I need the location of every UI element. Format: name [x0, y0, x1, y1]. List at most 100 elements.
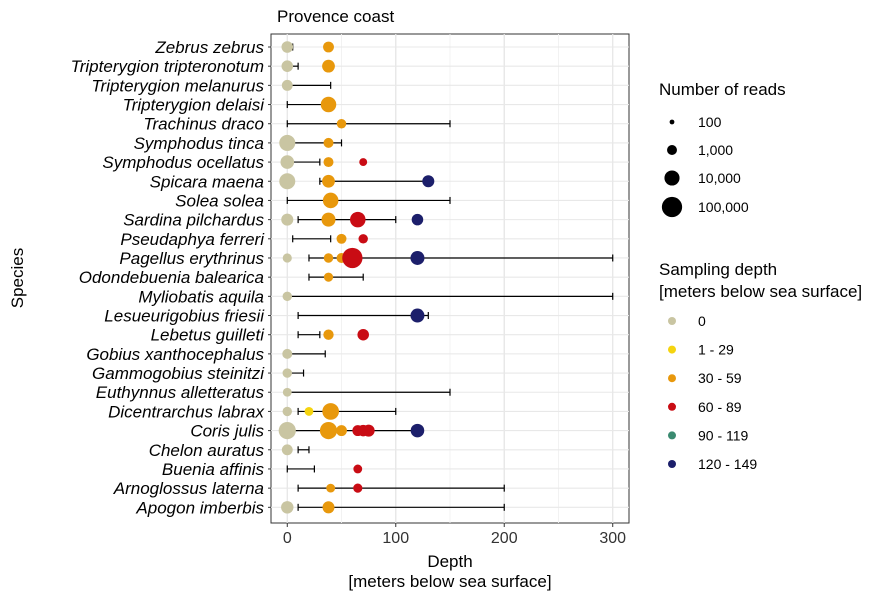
depth-range-bar — [286, 196, 451, 204]
depth-range-bar — [297, 446, 310, 454]
data-point — [322, 59, 335, 73]
species-label: Gobius xanthocephalus — [86, 345, 264, 364]
data-point — [411, 213, 424, 226]
species-label: Sardina pilchardus — [123, 211, 264, 230]
data-point — [279, 134, 296, 151]
species-label: Euthynnus alletteratus — [96, 383, 265, 402]
species-label: Symphodus ocellatus — [102, 153, 264, 172]
size-legend-title: Number of reads — [659, 80, 786, 99]
data-point — [281, 60, 294, 72]
data-point — [278, 422, 296, 440]
data-point — [281, 213, 294, 226]
data-point — [336, 118, 347, 129]
species-label: Tripterygion melanurus — [91, 76, 264, 95]
depth-range-bar — [297, 216, 397, 224]
color-legend-label: 60 - 89 — [698, 399, 742, 415]
species-label: Gammogobius steinitzi — [92, 364, 265, 383]
x-tick-label: 100 — [382, 530, 409, 547]
species-label: Lesueurigobius friesii — [104, 307, 265, 326]
x-tick-label: 0 — [283, 530, 292, 547]
data-point — [281, 444, 293, 456]
data-point — [323, 272, 334, 282]
data-point — [362, 424, 375, 437]
data-point — [281, 501, 294, 514]
species-label: Dicentrarchus labrax — [108, 402, 264, 421]
species-label: Tripterygion tripteronotum — [71, 57, 264, 76]
data-point — [323, 253, 334, 263]
data-point — [279, 173, 296, 190]
size-legend-label: 100 — [698, 114, 722, 130]
x-axis-sublabel: [meters below sea surface] — [348, 572, 551, 591]
data-point — [336, 233, 347, 244]
data-point — [353, 483, 363, 493]
color-legend-key — [668, 374, 676, 383]
color-legend: 0 1 - 29 30 - 59 60 - 89 90 - 119 120 - 149 — [668, 313, 757, 472]
data-point — [322, 501, 335, 514]
color-legend-label: 90 - 119 — [698, 427, 749, 443]
species-label: Zebrus zebrus — [154, 38, 264, 57]
data-point — [410, 423, 425, 438]
data-point — [282, 387, 292, 397]
data-point — [410, 250, 425, 265]
data-point — [323, 157, 334, 168]
species-label: Myliobatis aquila — [138, 287, 264, 306]
data-point — [282, 253, 292, 263]
species-label: Symphodus tinca — [134, 134, 264, 153]
x-tick-label: 300 — [599, 530, 626, 547]
color-legend-title-line2: [meters below sea surface] — [659, 282, 862, 301]
color-legend-label: 120 - 149 — [698, 456, 757, 472]
chart-title: Provence coast — [277, 7, 394, 26]
data-point — [322, 403, 340, 420]
depth-range-bar — [308, 273, 364, 281]
data-point — [319, 422, 338, 440]
depth-range-bar — [297, 312, 429, 320]
color-legend-key — [668, 345, 676, 354]
species-label: Tripterygion delaisi — [123, 96, 266, 115]
species-label: Spicara maena — [150, 172, 264, 191]
species-label: Solea solea — [175, 191, 264, 210]
data-point — [280, 155, 295, 169]
data-points — [278, 41, 435, 514]
data-point — [358, 234, 368, 244]
data-point — [321, 212, 336, 227]
data-point — [342, 247, 363, 269]
species-label: Pagellus erythrinus — [119, 249, 264, 268]
color-legend-label: 0 — [698, 313, 706, 329]
species-label: Pseudaphya ferreri — [120, 230, 265, 249]
size-legend-key — [664, 170, 680, 186]
size-legend-key — [661, 196, 683, 218]
species-label: Lebetus guilleti — [151, 326, 266, 345]
species-label: Buenia affinis — [162, 460, 265, 479]
data-point — [357, 328, 369, 341]
x-tick-label: 200 — [491, 530, 518, 547]
x-axis-label: Depth — [427, 552, 472, 571]
data-point — [322, 192, 339, 209]
depth-range-bar — [286, 120, 451, 128]
color-legend-label: 1 - 29 — [698, 342, 734, 358]
data-point — [422, 175, 435, 188]
color-legend-key — [668, 431, 676, 440]
size-legend-label: 10,000 — [698, 170, 741, 186]
species-label: Odondebuenia balearica — [79, 268, 264, 287]
data-point — [320, 96, 337, 113]
color-legend-key — [668, 460, 676, 468]
data-point — [350, 211, 366, 228]
size-legend-label: 1,000 — [698, 142, 733, 158]
color-legend-key — [668, 317, 676, 325]
color-legend-title-line1: Sampling depth — [659, 260, 777, 279]
data-point — [282, 291, 293, 302]
species-label: Chelon auratus — [149, 441, 265, 460]
depth-range-bar — [297, 331, 321, 339]
data-point — [326, 483, 336, 493]
data-point — [359, 158, 368, 167]
size-legend-key — [667, 145, 677, 155]
color-legend-key — [668, 402, 676, 411]
data-point — [282, 406, 293, 417]
data-point — [304, 407, 314, 416]
data-point — [282, 368, 293, 378]
data-point — [282, 348, 293, 359]
data-point — [323, 41, 334, 53]
depth-range-bar — [286, 465, 315, 473]
